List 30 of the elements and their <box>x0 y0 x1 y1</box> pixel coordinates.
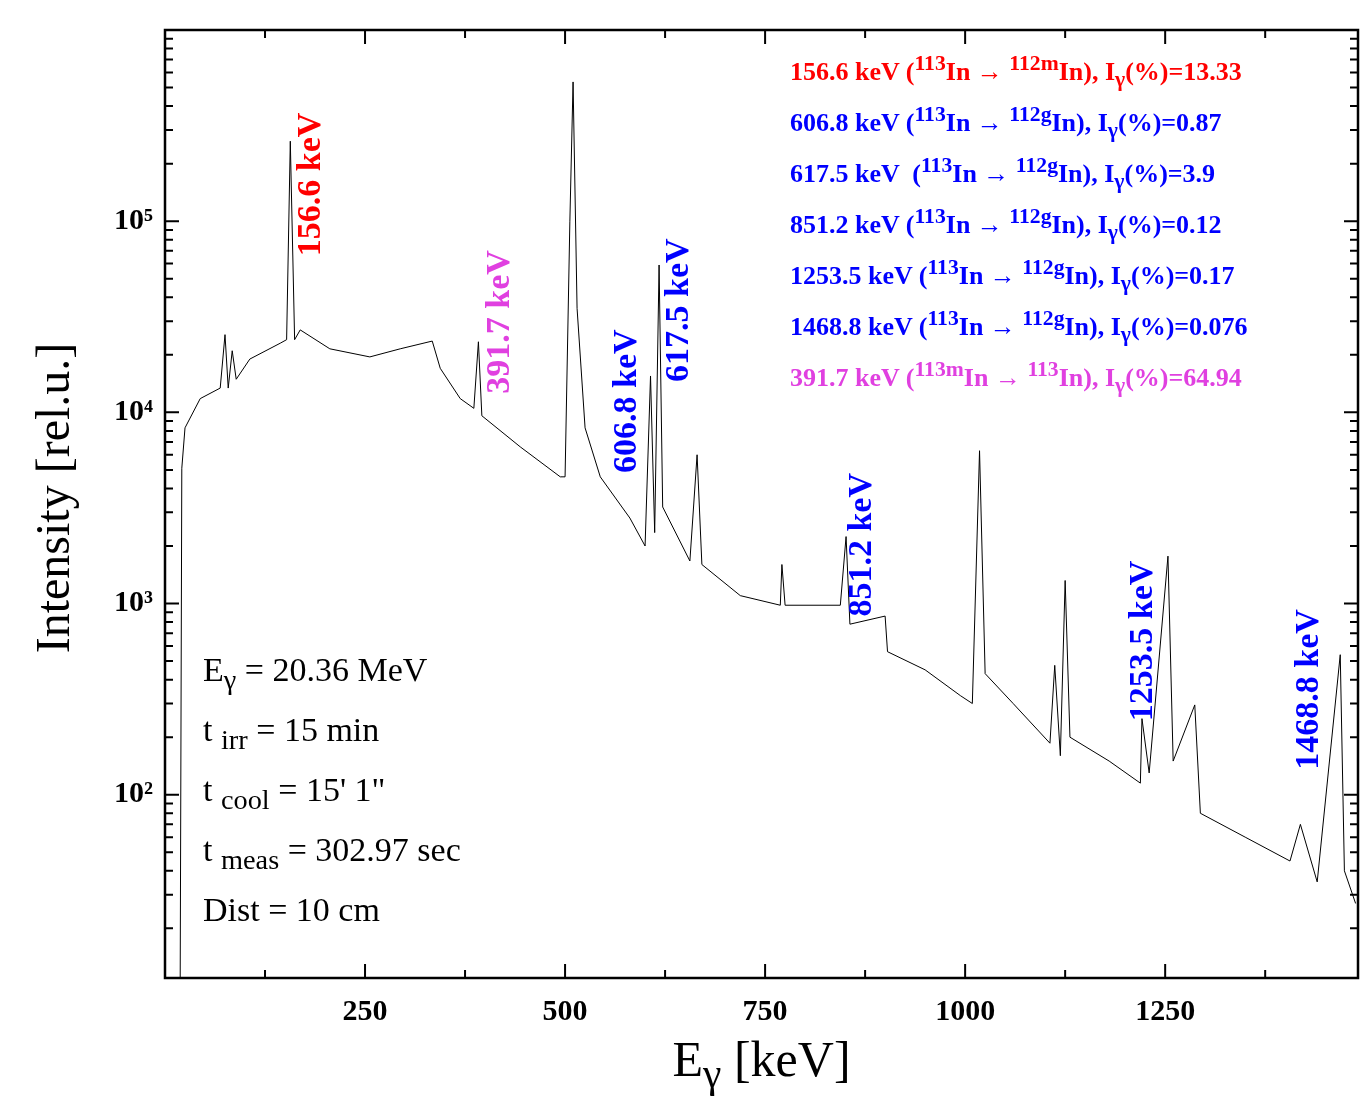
annotation: 391.7 keV ($^{113m}$In → $^{113}$In), I$_{γ}$(%)=64.94 <box>790 356 1242 399</box>
annotation: 606.8 keV ($^{113}$In → $^{112g}$In), I$_{γ}$(%)=0.87 <box>790 102 1222 142</box>
annotation: 1468.8 keV <box>1288 608 1326 770</box>
x-tick-label: 500 <box>542 992 588 1026</box>
annotation: 851.2 keV ($^{113}$In → $^{112g}$In), I$_{γ}$(%)=0.12 <box>790 204 1222 244</box>
y-tick-label: 10⁴ <box>114 393 153 427</box>
x-tick-label: 750 <box>742 992 788 1026</box>
x-tick-label: 1000 <box>935 992 996 1026</box>
y-axis-title: Intensity [rel.u.] <box>24 342 80 654</box>
annotation: 391.7 keV <box>479 249 517 394</box>
annotation: t $_{cool}$ = 15' 1" <box>203 770 386 817</box>
x-tick-label: 1250 <box>1135 992 1196 1026</box>
annotation: 1468.8 keV ($^{113}$In → $^{112g}$In), I$_{γ}$(%)=0.076 <box>790 306 1248 346</box>
annotation: 156.6 keV ($^{113}$In → $^{112m}$In), I$_{γ}$(%)=13.33 <box>790 51 1242 91</box>
annotation: 1253.5 keV <box>1121 560 1159 722</box>
x-tick-label: 250 <box>342 992 388 1026</box>
x-axis-title: E$_{γ}$ [keV] <box>672 1030 851 1097</box>
y-tick-label: 10² <box>114 775 153 809</box>
annotation: E$_{γ}$ = 20.36 MeV <box>203 650 428 697</box>
annotation: t $_{meas}$ = 302.97 sec <box>203 830 461 877</box>
annotation: 1253.5 keV ($^{113}$In → $^{112g}$In), I$_{γ}$(%)=0.17 <box>790 255 1235 295</box>
annotation: 606.8 keV <box>606 328 644 473</box>
annotation: 851.2 keV <box>840 472 878 617</box>
annotation: Dist = 10 cm <box>203 890 380 930</box>
annotation: t $_{irr}$ = 15 min <box>203 710 380 757</box>
annotation: 617.5 keV <box>657 237 695 382</box>
y-tick-label: 10⁵ <box>114 201 153 235</box>
annotation: 156.6 keV <box>290 112 328 257</box>
y-tick-label: 10³ <box>114 584 153 618</box>
annotation: 617.5 keV ($^{113}$In → $^{112g}$In), I$_{γ}$(%)=3.9 <box>790 153 1216 193</box>
